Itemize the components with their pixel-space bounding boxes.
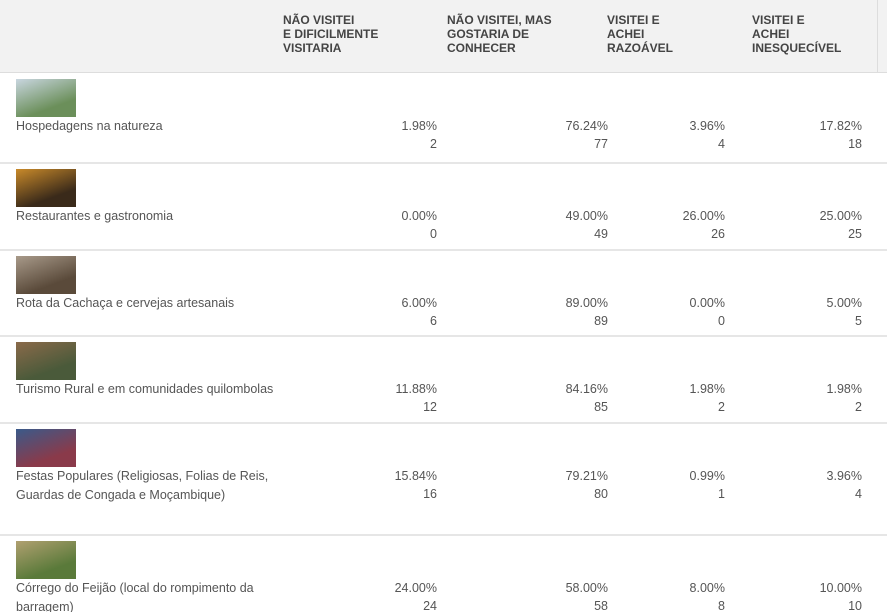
header-line: GOSTARIA DE	[447, 27, 552, 41]
cell-count: 2	[742, 398, 862, 416]
row-thumbnail	[16, 541, 76, 579]
cell-count: 16	[317, 485, 437, 503]
cell-percent: 58.00%	[488, 579, 608, 597]
cell-percent: 26.00%	[605, 207, 725, 225]
cell-percent: 10.00%	[742, 579, 862, 597]
cell-count: 18	[742, 135, 862, 153]
header-line: ACHEI	[752, 27, 841, 41]
row-label: Hospedagens na natureza	[16, 117, 278, 136]
cell-count: 4	[742, 485, 862, 503]
cell-percent: 89.00%	[488, 294, 608, 312]
cell-count: 0	[605, 312, 725, 330]
row-separator	[0, 162, 887, 164]
cell-count: 24	[317, 597, 437, 612]
cell-count: 12	[317, 398, 437, 416]
header-line: NÃO VISITEI, MAS	[447, 13, 552, 27]
row-label: Rota da Cachaça e cervejas artesanais	[16, 294, 278, 313]
cell-percent: 1.98%	[605, 380, 725, 398]
cell-percent: 76.24%	[488, 117, 608, 135]
cell-count: 4	[605, 135, 725, 153]
cell-percent: 6.00%	[317, 294, 437, 312]
header-line: RAZOÁVEL	[607, 41, 673, 55]
header-line: ACHEI	[607, 27, 673, 41]
header-line: VISITEI E	[752, 13, 841, 27]
row-label: Córrego do Feijão (local do rompimento d…	[16, 579, 278, 612]
row-separator	[0, 335, 887, 337]
row-label: Festas Populares (Religiosas, Folias de …	[16, 467, 278, 505]
cell-count: 0	[317, 225, 437, 243]
cell-percent: 1.98%	[742, 380, 862, 398]
cell-percent: 3.96%	[605, 117, 725, 135]
cell-count: 10	[742, 597, 862, 612]
cell-count: 85	[488, 398, 608, 416]
cell-percent: 84.16%	[488, 380, 608, 398]
cell-percent: 17.82%	[742, 117, 862, 135]
cell-count: 25	[742, 225, 862, 243]
cell-count: 77	[488, 135, 608, 153]
row-separator	[0, 422, 887, 424]
row-separator	[0, 249, 887, 251]
cell-percent: 15.84%	[317, 467, 437, 485]
row-label: Restaurantes e gastronomia	[16, 207, 278, 226]
cell-count: 1	[605, 485, 725, 503]
row-thumbnail	[16, 256, 76, 294]
results-table: NÃO VISITEIE DIFICILMENTEVISITARIANÃO VI…	[0, 0, 887, 612]
row-thumbnail	[16, 429, 76, 467]
row-thumbnail	[16, 169, 76, 207]
cell-percent: 0.00%	[605, 294, 725, 312]
cell-count: 80	[488, 485, 608, 503]
cell-percent: 25.00%	[742, 207, 862, 225]
row-thumbnail	[16, 79, 76, 117]
cell-percent: 0.00%	[317, 207, 437, 225]
cell-percent: 79.21%	[488, 467, 608, 485]
row-thumbnail	[16, 342, 76, 380]
cell-percent: 5.00%	[742, 294, 862, 312]
header-line: VISITARIA	[283, 41, 378, 55]
cell-percent: 8.00%	[605, 579, 725, 597]
cell-percent: 3.96%	[742, 467, 862, 485]
cell-count: 6	[317, 312, 437, 330]
cell-count: 49	[488, 225, 608, 243]
cell-count: 89	[488, 312, 608, 330]
cell-count: 8	[605, 597, 725, 612]
cell-count: 58	[488, 597, 608, 612]
cell-count: 2	[605, 398, 725, 416]
cell-percent: 0.99%	[605, 467, 725, 485]
header-line: CONHECER	[447, 41, 552, 55]
header-divider	[877, 0, 878, 72]
cell-count: 26	[605, 225, 725, 243]
row-label: Turismo Rural e em comunidades quilombol…	[16, 380, 278, 399]
cell-percent: 11.88%	[317, 380, 437, 398]
row-separator	[0, 534, 887, 536]
header-line: E DIFICILMENTE	[283, 27, 378, 41]
cell-count: 2	[317, 135, 437, 153]
header-line: VISITEI E	[607, 13, 673, 27]
header-line: NÃO VISITEI	[283, 13, 378, 27]
cell-percent: 24.00%	[317, 579, 437, 597]
cell-percent: 1.98%	[317, 117, 437, 135]
cell-count: 5	[742, 312, 862, 330]
cell-percent: 49.00%	[488, 207, 608, 225]
header-line: INESQUECÍVEL	[752, 41, 841, 55]
